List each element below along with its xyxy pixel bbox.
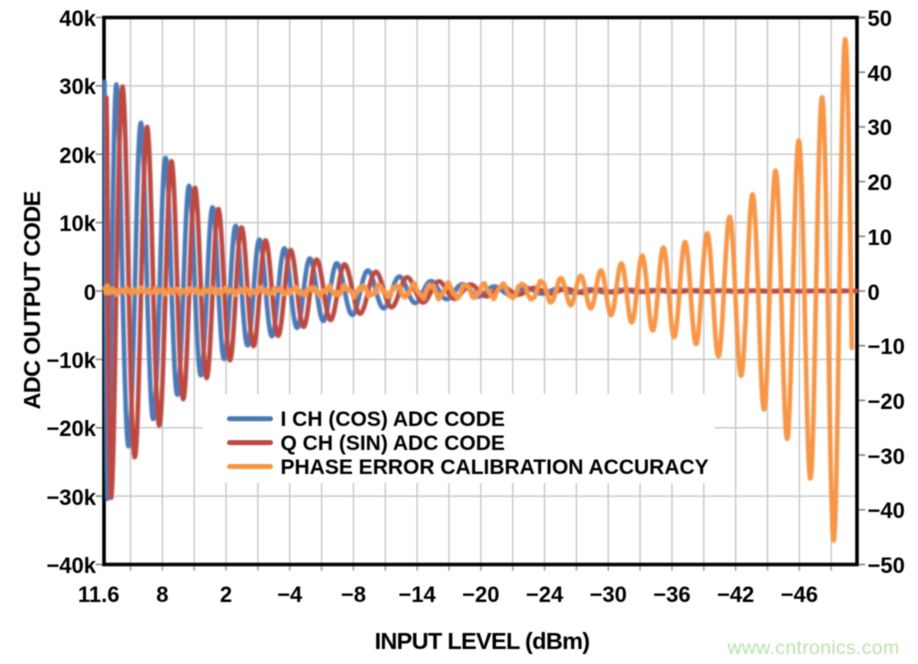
x-tick-label: −4 [277, 581, 303, 607]
x-axis-title: INPUT LEVEL (dBm) [374, 628, 591, 654]
y-left-tick-label: −40k [46, 553, 96, 578]
y-right-tick-label: −30 [867, 443, 905, 469]
x-tick-label: −8 [340, 581, 366, 607]
y-left-tick-label: −10k [46, 347, 96, 373]
legend-background [203, 394, 715, 483]
series-line-phase-error [102, 37, 855, 543]
x-tick-label: −14 [398, 581, 436, 607]
y-right-tick-label: 50 [867, 6, 892, 31]
y-right-tick-label: 30 [867, 115, 892, 141]
y-left-tick-label: 30k [59, 74, 96, 100]
y-right-tick-label: −50 [867, 553, 905, 578]
y-left-tick-label: 0 [83, 279, 96, 305]
legend: I CH (COS) ADC CODE Q CH (SIN) ADC CODE … [203, 394, 715, 483]
x-tick-label: −42 [716, 581, 755, 607]
x-tick-label: 11.6 [77, 581, 120, 607]
legend-label-q-channel: Q CH (SIN) ADC CODE [281, 432, 505, 455]
x-tick-label: −46 [780, 581, 818, 607]
x-tick-label: −36 [653, 581, 691, 607]
legend-label-phase-error: PHASE ERROR CALIBRATION ACCURACY [281, 456, 709, 479]
y-left-tick-label: 10k [59, 211, 96, 237]
y-right-tick-label: −40 [867, 498, 905, 524]
watermark: www.cntronics.com [727, 637, 900, 659]
x-tick-label: −20 [462, 581, 500, 607]
y-right-tick-label: 20 [867, 170, 892, 196]
x-tick-label: 8 [156, 581, 169, 607]
x-tick-label: −30 [589, 581, 627, 607]
x-tick-label: −24 [525, 581, 564, 607]
x-tick-label: 2 [219, 581, 233, 607]
legend-label-i-channel: I CH (COS) ADC CODE [281, 408, 505, 431]
axis-ticks [95, 16, 866, 571]
y-left-tick-label: −30k [46, 484, 96, 510]
y-right-tick-label: 40 [867, 60, 892, 86]
y-right-tick-label: 10 [867, 224, 892, 250]
y-left-tick-label: −20k [46, 416, 96, 442]
y-right-tick-label: −20 [867, 388, 905, 414]
y-right-tick-label: −10 [867, 334, 905, 360]
y-left-tick-label: 20k [59, 142, 96, 168]
y-axis-title: ADC OUTPUT CODE [18, 191, 45, 410]
series-line-q-channel [104, 84, 859, 501]
data-series [102, 37, 859, 543]
y-left-tick-label: 40k [59, 6, 96, 31]
y-right-tick-label: 0 [867, 279, 880, 305]
